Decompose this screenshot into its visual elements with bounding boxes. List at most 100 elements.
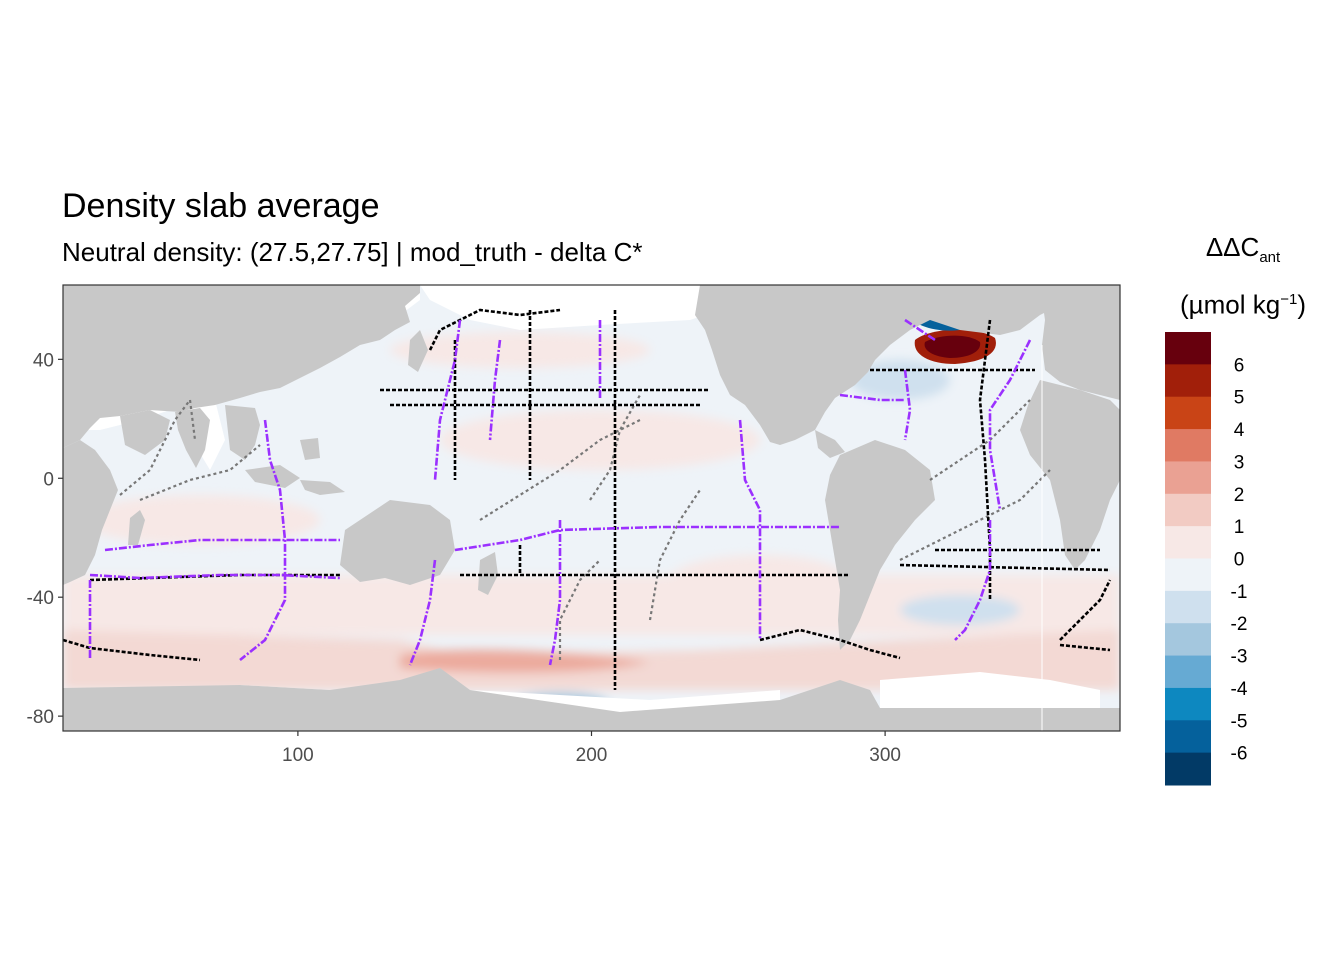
land-australia [340, 500, 455, 585]
nodata-weddell-shelf [880, 672, 1100, 708]
hotspot-red-core [924, 335, 981, 358]
land-arabia [120, 410, 170, 455]
land-south-america [825, 440, 935, 650]
land-india [175, 408, 210, 468]
legend-swatch [1165, 332, 1211, 365]
legend-swatch [1165, 396, 1211, 430]
track-current-indian-zonal [104, 538, 340, 552]
x-tick-label: 100 [282, 745, 314, 766]
legend-tick-label: 0 [1234, 550, 1245, 571]
track-old-atlantic-1 [929, 399, 1031, 481]
land-southeast-asia [225, 405, 260, 460]
x-tick-label: 200 [576, 745, 608, 766]
track-current-north-atlantic [839, 393, 905, 402]
legend-tick-label: -1 [1231, 582, 1248, 603]
legend-swatch [1165, 526, 1211, 559]
land-north-america [695, 285, 1120, 445]
legend-colorbar: 6 5 4 3 2 1 0 -1 -2 -3 -4 -5 -6 [1165, 332, 1248, 786]
anomaly-north-pacific [390, 332, 650, 368]
track-old-southern [558, 559, 601, 660]
legend-swatch [1165, 623, 1211, 657]
land-antarctica [63, 668, 1120, 731]
land-greenland [920, 285, 1010, 312]
land-africa [63, 440, 118, 585]
chart-subtitle: Neutral density: (27.5,27.75] | mod_trut… [62, 237, 643, 267]
land-indonesia-2 [300, 480, 345, 495]
y-axis: 40 0 -40 -80 [27, 350, 63, 728]
track-current-east-pacific [738, 419, 762, 640]
track-old-pacific-3 [648, 489, 701, 621]
nodata-pacific-north [420, 285, 720, 330]
cruise-tracks-past [63, 308, 1112, 690]
track-current-pacific-zonal [454, 525, 840, 552]
land-new-zealand [478, 552, 498, 595]
cruise-tracks-current [88, 318, 1032, 666]
legend-unit-sup: −1 [1280, 291, 1298, 309]
track-current-indian-zonal-2 [89, 573, 341, 580]
legend-unit: (µmol kg−1) [1158, 283, 1328, 322]
x-axis: 100 200 300 [282, 731, 901, 766]
y-tick-label: 40 [33, 350, 54, 371]
y-tick-label: 0 [43, 469, 54, 490]
legend-swatch [1165, 429, 1211, 462]
track-past-north-pacific-1 [428, 308, 561, 351]
legend-tick-label: -6 [1231, 744, 1248, 765]
land-africa-west [1020, 380, 1120, 570]
land-central-america [815, 430, 845, 458]
legend-title: ΔΔCant (µmol kg−1) [1158, 230, 1328, 322]
y-tick-label: -40 [27, 588, 54, 609]
legend-swatch [1165, 752, 1211, 786]
legend-swatch [1165, 558, 1211, 592]
track-old-indian-2 [139, 444, 261, 502]
track-past-southern-indian [63, 638, 201, 662]
anomaly-south-atlantic [900, 595, 1020, 625]
legend-tick-label: 3 [1234, 452, 1245, 473]
cruise-tracks [119, 394, 1051, 660]
chart-title: Density slab average [62, 187, 380, 225]
legend-swatch [1165, 720, 1211, 754]
track-current-atlantic-2 [988, 339, 1032, 511]
legend-swatch [1165, 687, 1211, 721]
legend-swatch [1165, 493, 1211, 527]
track-old-indian-1 [119, 397, 197, 496]
legend-swatch [1165, 461, 1211, 495]
land-japan [408, 330, 428, 372]
map-panel [63, 285, 1120, 731]
track-current-pacific-1 [433, 319, 462, 481]
track-past-atlantic-zonal-3 [899, 563, 1111, 572]
track-current-west-pacific [408, 559, 437, 666]
legend-title-sub: ant [1259, 249, 1281, 267]
track-current-indian-meridional-1 [239, 419, 287, 662]
track-past-drake [759, 628, 901, 660]
legend-tick-label: 6 [1234, 355, 1245, 376]
legend-swatch [1165, 590, 1211, 624]
legend-tick-label: -2 [1231, 614, 1248, 635]
track-old-pacific-1 [479, 419, 641, 521]
legend-swatch [1165, 655, 1211, 689]
track-past-weddell [1059, 643, 1111, 652]
legend-tick-label: 5 [1234, 388, 1245, 409]
y-tick-label: -80 [27, 707, 54, 728]
legend-title-main: ΔΔC [1205, 232, 1260, 262]
track-current-pacific-2 [488, 339, 502, 441]
track-past-sw-atlantic [1059, 579, 1112, 641]
legend-tick-label: -5 [1231, 711, 1248, 732]
track-current-atlantic-1 [903, 369, 912, 441]
legend-swatch [1165, 364, 1211, 398]
legend-tick-label: 4 [1234, 420, 1245, 441]
legend-unit-close: ) [1297, 289, 1306, 320]
land-madagascar [128, 510, 145, 545]
legend-unit-open: (µmol kg [1180, 289, 1281, 320]
land-eurasia [63, 285, 420, 448]
anomaly-east-pacific [670, 555, 850, 605]
legend-tick-label: 2 [1234, 485, 1245, 506]
legend-tick-label: -3 [1231, 647, 1248, 668]
track-current-pacific-meridional [548, 520, 562, 666]
land-europe [1040, 285, 1120, 400]
track-current-atlantic-3 [954, 520, 992, 641]
legend-tick-label: -4 [1231, 679, 1248, 700]
land-philippines [300, 438, 320, 460]
legend-tick-label: 1 [1234, 517, 1245, 538]
land-indonesia-1 [245, 465, 300, 488]
